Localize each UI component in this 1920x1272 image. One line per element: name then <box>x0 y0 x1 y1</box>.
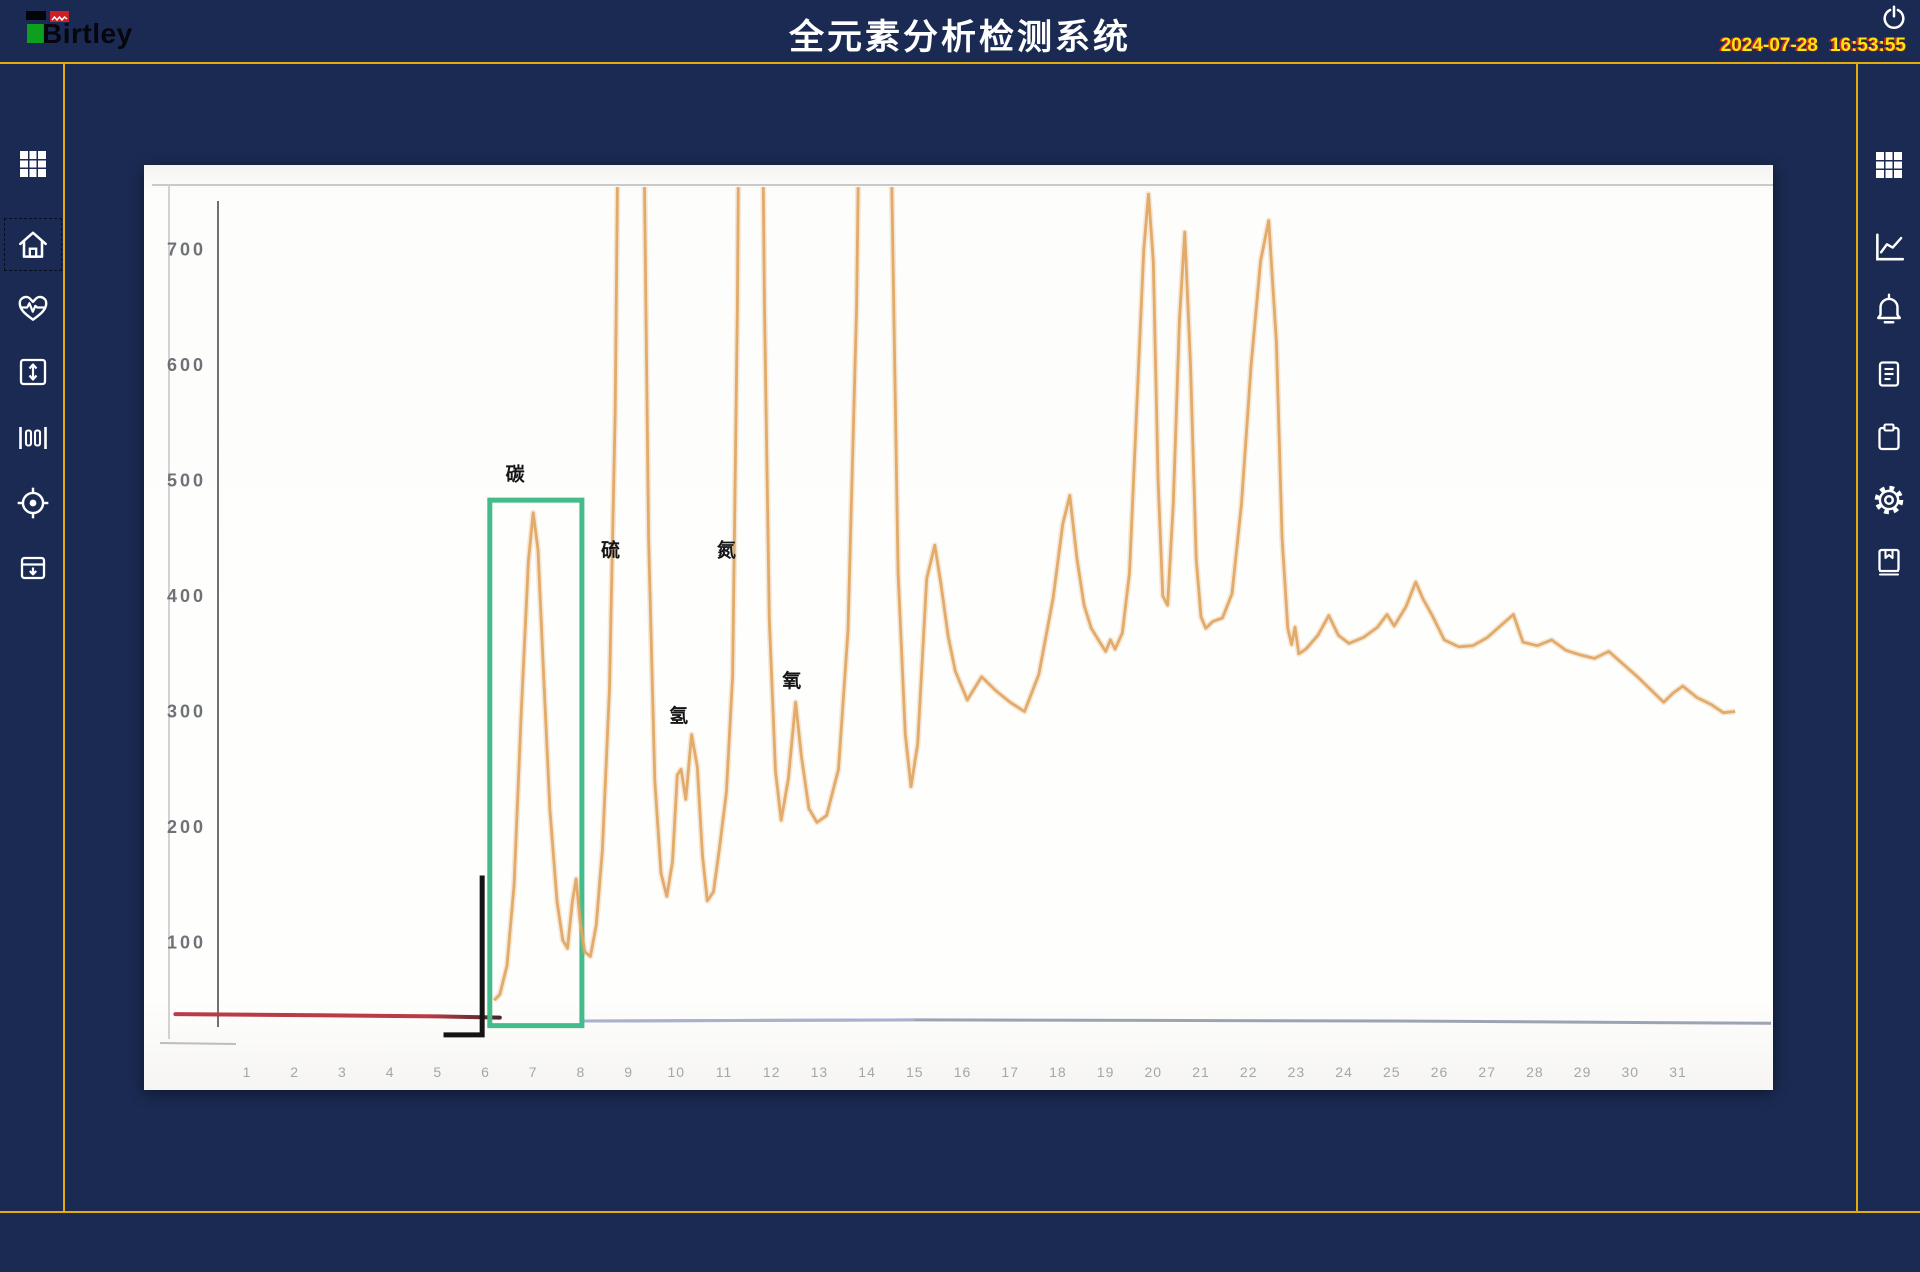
svg-text:8: 8 <box>577 1064 586 1080</box>
svg-text:碳: 碳 <box>506 463 526 486</box>
svg-text:400: 400 <box>167 586 206 606</box>
datetime-display: 2024-07-28 16:53:55 <box>1721 34 1906 57</box>
left-sidebar <box>0 64 65 1211</box>
svg-text:1: 1 <box>243 1064 252 1080</box>
svg-text:18: 18 <box>1049 1064 1067 1080</box>
svg-text:17: 17 <box>1001 1064 1019 1080</box>
sidebar-item-alarms[interactable] <box>1868 288 1910 330</box>
time-text: 16:53:55 <box>1829 35 1906 56</box>
svg-text:14: 14 <box>858 1064 876 1080</box>
svg-text:29: 29 <box>1574 1064 1592 1080</box>
page-title: 全元素分析检测系统 <box>788 18 1131 57</box>
logo-green-block <box>27 24 45 43</box>
svg-text:200: 200 <box>167 817 206 837</box>
sidebar-item-trend[interactable] <box>1868 226 1910 268</box>
vertical-range-icon <box>19 358 47 386</box>
svg-text:6: 6 <box>481 1064 490 1080</box>
sidebar-item-apps-right[interactable] <box>1868 144 1910 186</box>
svg-text:11: 11 <box>716 1064 733 1080</box>
logbook-icon <box>1878 548 1900 576</box>
svg-text:600: 600 <box>167 355 206 375</box>
svg-text:30: 30 <box>1622 1064 1640 1080</box>
svg-text:31: 31 <box>1669 1064 1687 1080</box>
svg-text:16: 16 <box>954 1064 972 1080</box>
logo-black-block <box>26 11 46 20</box>
sidebar-item-reports[interactable] <box>1868 353 1910 395</box>
svg-text:26: 26 <box>1431 1064 1449 1080</box>
settings-gear-icon <box>1874 485 1904 515</box>
svg-text:20: 20 <box>1145 1064 1163 1080</box>
svg-text:氮: 氮 <box>717 539 736 562</box>
power-button[interactable] <box>1881 5 1907 31</box>
svg-text:7: 7 <box>529 1064 538 1080</box>
home-icon <box>19 231 47 258</box>
svg-text:9: 9 <box>624 1064 633 1080</box>
target-icon <box>17 487 49 519</box>
clipboard-icon <box>1878 423 1900 451</box>
svg-text:12: 12 <box>763 1064 781 1080</box>
svg-text:3: 3 <box>338 1064 347 1080</box>
logo-zigzag-icon <box>51 15 68 22</box>
trend-chart-icon <box>1876 233 1905 261</box>
svg-text:13: 13 <box>811 1064 829 1080</box>
power-icon <box>1883 5 1905 29</box>
svg-text:22: 22 <box>1240 1064 1258 1080</box>
sidebar-item-target[interactable] <box>12 482 54 524</box>
svg-text:24: 24 <box>1335 1064 1353 1080</box>
sidebar-item-settings[interactable] <box>1868 479 1910 521</box>
svg-text:5: 5 <box>433 1064 442 1080</box>
sidebar-item-apps[interactable] <box>12 143 54 185</box>
header-bar: Birtley 全元素分析检测系统 2024-07-28 16:53:55 <box>0 0 1920 64</box>
sidebar-item-health-monitor[interactable] <box>12 287 54 329</box>
sidebar-item-calibration[interactable] <box>12 417 54 459</box>
svg-text:500: 500 <box>167 471 206 491</box>
date-text: 2024-07-28 <box>1720 35 1818 56</box>
svg-text:23: 23 <box>1288 1064 1306 1080</box>
report-list-icon <box>1878 361 1900 387</box>
svg-text:氧: 氧 <box>782 669 801 692</box>
sample-box-icon <box>20 556 46 580</box>
chromatogram-panel: 100 200 300 400 500 600 700 1 2 3 4 5 6 7 8 9 10 11 12 13 14… <box>144 165 1773 1090</box>
svg-text:4: 4 <box>386 1064 395 1080</box>
sidebar-item-sample-box[interactable] <box>12 547 54 589</box>
bottom-divider <box>0 1211 1920 1213</box>
brand-logo: Birtley <box>24 6 204 58</box>
svg-text:100: 100 <box>167 933 206 953</box>
svg-text:300: 300 <box>167 702 206 722</box>
brand-name: Birtley <box>42 18 133 49</box>
svg-text:2: 2 <box>290 1064 299 1080</box>
svg-text:27: 27 <box>1478 1064 1496 1080</box>
svg-text:28: 28 <box>1526 1064 1544 1080</box>
sidebar-item-records[interactable] <box>1868 416 1910 458</box>
app-grid-icon <box>1876 152 1902 178</box>
gate-bars-icon <box>19 427 47 449</box>
right-sidebar <box>1856 64 1920 1211</box>
svg-text:硫: 硫 <box>601 539 620 562</box>
logo-red-block <box>50 11 69 22</box>
sidebar-item-vertical-adjust[interactable] <box>12 351 54 393</box>
svg-text:10: 10 <box>668 1064 686 1080</box>
svg-text:19: 19 <box>1097 1064 1115 1080</box>
health-pulse-icon <box>18 295 48 321</box>
svg-text:700: 700 <box>167 240 206 260</box>
app-grid-icon <box>20 151 46 177</box>
svg-text:15: 15 <box>906 1064 924 1080</box>
svg-text:25: 25 <box>1383 1064 1401 1080</box>
alarm-bell-icon <box>1876 293 1902 324</box>
sidebar-item-logbook[interactable] <box>1868 541 1910 583</box>
svg-text:氢: 氢 <box>669 704 688 727</box>
svg-text:21: 21 <box>1192 1064 1210 1080</box>
sidebar-item-home[interactable] <box>4 218 62 271</box>
